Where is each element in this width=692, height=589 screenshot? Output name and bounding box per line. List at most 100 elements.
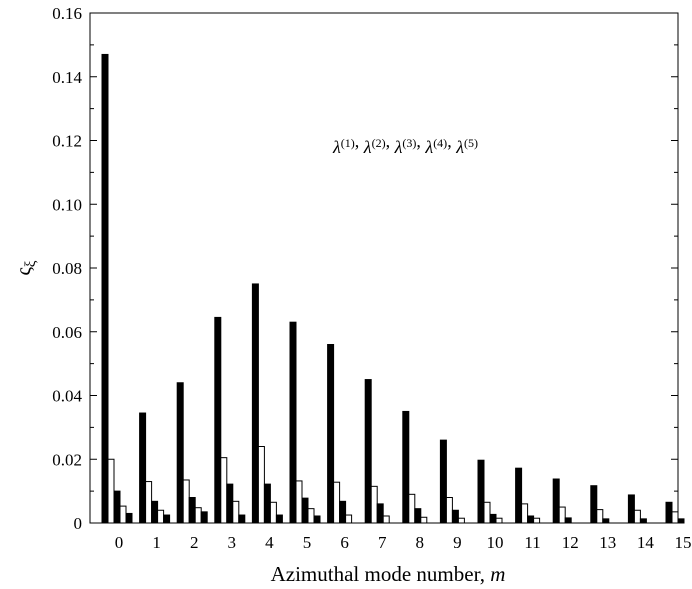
annotation-lambda-symbol: λ (455, 137, 464, 157)
bar-series-1-m0 (101, 53, 109, 524)
bar-series-1-m11 (515, 467, 523, 524)
bar-series-2-m6 (333, 481, 341, 524)
x-tick-label: 12 (562, 533, 579, 552)
bar-series-3-m9 (451, 509, 459, 524)
y-tick-label: 0.02 (52, 450, 82, 469)
x-axis-tick-labels: 0 1 2 3 4 5 6 7 8 9 10 11 12 13 14 15 (115, 533, 692, 552)
bar-series-5-m2 (200, 511, 208, 524)
annotation-separator: , (416, 131, 425, 151)
bar-series-2-m7 (370, 485, 378, 524)
series-annotation: λ(1), λ(2), λ(3), λ(4), λ(5) (332, 131, 478, 157)
bar-series-4-m0 (119, 505, 127, 524)
bar-series-2-m1 (145, 481, 153, 524)
y-tick-label: 0 (74, 514, 83, 533)
bar-series-3-m5 (301, 497, 309, 524)
bar-series-2-m9 (445, 497, 453, 524)
y-tick-label: 0.14 (52, 68, 82, 87)
bar-series-4-m9 (457, 517, 465, 524)
y-axis-title-subscript: ξ (23, 260, 39, 267)
y-tick-label: 0.12 (52, 132, 82, 151)
x-tick-label: 10 (487, 533, 504, 552)
bar-series-4-m3 (232, 500, 240, 524)
bar-series-3-m4 (263, 483, 271, 524)
annotation-lambda-symbol: λ (332, 137, 341, 157)
bar-series-3-m11 (527, 515, 535, 524)
bar-series-4-m4 (269, 501, 277, 524)
annotation-separator: , (386, 131, 395, 151)
bar-series-1-m5 (289, 321, 297, 524)
bar-series-2-m10 (483, 501, 491, 524)
bar-series-5-m0 (125, 512, 133, 524)
x-axis-title-variable: m (490, 562, 505, 586)
bar-series-2-m8 (408, 493, 416, 524)
x-tick-label: 4 (265, 533, 274, 552)
bar-series-3-m1 (151, 500, 159, 524)
bar-series-1-m10 (477, 459, 485, 524)
bar-series-2-m15 (671, 511, 679, 524)
annotation-separator: , (355, 131, 364, 151)
bar-series-1-m1 (139, 412, 147, 524)
x-tick-label: 15 (675, 533, 692, 552)
bar-series-4-m1 (157, 509, 165, 524)
bar-series-4-m5 (307, 508, 315, 524)
x-tick-label: 7 (378, 533, 387, 552)
x-tick-label: 13 (599, 533, 616, 552)
annotation-lambda-superscript: (2) (372, 136, 386, 150)
annotation-lambda-superscript: (3) (402, 136, 416, 150)
bar-series-2-m5 (295, 480, 303, 524)
bar-series-1-m6 (327, 344, 335, 524)
annotation-lambda-symbol: λ (394, 137, 403, 157)
bar-series-1-m7 (364, 379, 372, 524)
bar-series-3-m0 (113, 490, 121, 524)
x-tick-label: 5 (303, 533, 312, 552)
y-axis-ticks (90, 12, 678, 524)
x-tick-label: 0 (115, 533, 124, 552)
bar-series-1-m2 (176, 382, 184, 524)
x-tick-label: 8 (416, 533, 425, 552)
bar-series-1-m15 (665, 501, 673, 524)
bar-series-2-m14 (633, 509, 641, 524)
bar-series-3-m3 (226, 483, 234, 524)
bar-series-3-m8 (414, 508, 422, 524)
annotation-lambda-symbol: λ (363, 137, 372, 157)
bar-series-4-m6 (345, 514, 353, 524)
bar-series-1-m9 (439, 439, 447, 524)
annotation-lambda-superscript: (4) (433, 136, 447, 150)
x-tick-label: 14 (637, 533, 655, 552)
y-tick-label: 0.06 (52, 323, 82, 342)
bar-series-2-m4 (257, 446, 265, 524)
bar-series-3-m12 (564, 517, 572, 524)
bar-series-2-m0 (107, 458, 115, 524)
bar-series-4-m11 (533, 517, 541, 524)
bar-series-3-m6 (339, 500, 347, 524)
y-axis-tick-labels: 0 0.02 0.04 0.06 0.08 0.10 0.12 0.14 0.16 (52, 4, 82, 533)
bar-series-2-m13 (596, 509, 604, 524)
y-tick-label: 0.16 (52, 4, 82, 23)
y-tick-label: 0.10 (52, 195, 82, 214)
x-tick-label: 2 (190, 533, 199, 552)
x-tick-label: 3 (228, 533, 237, 552)
bar-series-3-m2 (188, 497, 196, 524)
bar-series (101, 53, 685, 524)
bar-series-1-m8 (402, 410, 410, 524)
annotation-separator: , (447, 131, 456, 151)
bar-series-5-m4 (275, 514, 283, 524)
y-tick-label: 0.08 (52, 259, 82, 278)
bar-series-3-m14 (639, 518, 647, 524)
bar-series-5-m1 (163, 514, 171, 524)
y-axis-title: ςξ (11, 260, 39, 275)
x-tick-label: 9 (453, 533, 462, 552)
bar-series-1-m12 (552, 478, 560, 524)
annotation-lambda-symbol: λ (424, 137, 433, 157)
annotation-lambda-superscript: (5) (464, 136, 478, 150)
bar-series-4-m2 (194, 507, 202, 524)
bar-series-1-m3 (214, 316, 222, 524)
bar-series-4-m7 (382, 515, 390, 524)
bar-series-4-m8 (420, 516, 428, 524)
bar-series-3-m10 (489, 513, 497, 524)
bar-series-2-m12 (558, 506, 566, 524)
x-tick-label: 6 (340, 533, 349, 552)
bar-series-3-m13 (602, 518, 610, 524)
x-axis-title: Azimuthal mode number, m (271, 562, 506, 586)
bar-series-2-m11 (521, 503, 529, 524)
